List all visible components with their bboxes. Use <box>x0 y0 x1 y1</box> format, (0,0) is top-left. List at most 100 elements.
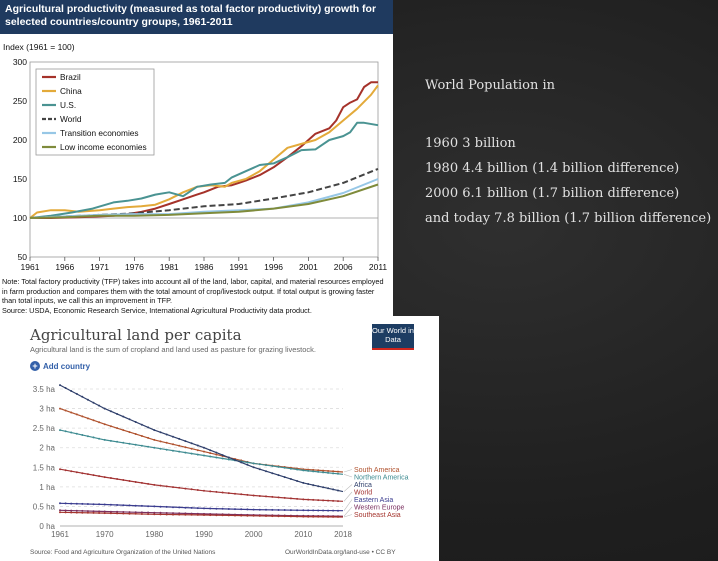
series-marker <box>159 511 162 514</box>
series-marker <box>64 509 67 512</box>
series-marker <box>147 511 150 514</box>
productivity-chart-plot: Index (1961 = 100) 50 100 150 200 250 300 1961 1… <box>3 42 387 272</box>
series-marker <box>332 515 335 518</box>
series-marker <box>215 507 218 510</box>
series-marker <box>109 439 112 442</box>
series-marker <box>172 512 174 515</box>
series-marker <box>153 513 156 516</box>
series-marker <box>128 511 131 514</box>
series-marker <box>337 500 339 503</box>
series-marker <box>98 503 101 506</box>
series-marker <box>227 456 230 459</box>
series-marker <box>203 446 205 449</box>
series-marker <box>178 486 181 489</box>
series-marker <box>246 463 249 466</box>
series-marker <box>116 512 119 515</box>
add-country-label: Add country <box>43 361 91 371</box>
series-marker <box>283 476 286 479</box>
series-marker <box>227 514 230 517</box>
series-marker <box>190 506 193 509</box>
series-marker <box>283 466 286 469</box>
series-marker <box>172 449 174 452</box>
population-line: and today 7.8 billion (1.7 billion diffe… <box>425 211 712 226</box>
series-marker <box>116 510 119 513</box>
y-tick-label: 1 ha <box>39 483 55 492</box>
series-marker <box>75 509 78 512</box>
x-tick-label: 1996 <box>264 262 283 272</box>
series-marker <box>209 452 212 455</box>
population-heading: World Population in <box>425 78 556 93</box>
series-marker <box>227 492 230 495</box>
y-tick-label: 300 <box>13 57 27 67</box>
series-marker <box>147 426 150 429</box>
series-marker <box>128 431 131 434</box>
series-label: South America <box>354 467 400 474</box>
series-marker <box>75 471 78 474</box>
series-marker <box>122 479 125 481</box>
series-marker <box>122 415 125 418</box>
series-label: Northern America <box>354 475 409 482</box>
series-marker <box>277 515 280 518</box>
series-marker <box>59 407 61 410</box>
series-line-world <box>59 468 344 502</box>
series-marker <box>332 509 335 512</box>
series-marker <box>215 451 218 454</box>
series-marker <box>103 510 106 513</box>
series-marker <box>59 468 61 471</box>
series-marker <box>109 503 112 506</box>
series-marker <box>165 441 168 444</box>
series-marker <box>184 451 187 454</box>
series-marker <box>178 437 181 440</box>
series-marker <box>196 489 199 491</box>
series-marker <box>221 491 224 494</box>
chart-title-bar: Agricultural productivity (measured as t… <box>0 0 393 34</box>
population-line: 2000 6.1 billion (1.7 billion difference… <box>425 186 680 201</box>
chart-title: Agricultural land per capita <box>30 326 242 344</box>
series-marker <box>59 511 61 514</box>
series-marker <box>59 429 61 432</box>
series-marker <box>215 490 218 493</box>
y-tick-label: 150 <box>13 174 27 184</box>
series-marker <box>70 502 73 505</box>
owid-logo[interactable]: Our World in Data <box>372 324 414 350</box>
series-label: Eastern Asia <box>354 497 393 504</box>
chart-subtitle: Agricultural land is the sum of cropland… <box>30 345 316 354</box>
series-marker <box>322 469 325 472</box>
series-marker <box>147 436 150 439</box>
series-marker <box>172 486 174 489</box>
series-marker <box>172 435 174 438</box>
series-marker <box>302 498 305 501</box>
x-tick-label: 1980 <box>145 530 163 539</box>
series-marker <box>159 447 162 450</box>
series-marker <box>265 470 267 473</box>
series-marker <box>103 503 106 506</box>
chart-credit-link[interactable]: OurWorldInData.org/land-use • CC BY <box>285 549 396 556</box>
series-marker <box>64 469 67 472</box>
series-marker <box>283 509 286 511</box>
series-marker <box>296 468 299 471</box>
series-marker <box>81 502 84 505</box>
series-marker <box>70 431 73 434</box>
series-marker <box>147 505 150 508</box>
series-marker <box>172 513 174 516</box>
source-text: Source: USDA, Economic Research Service,… <box>2 305 312 315</box>
series-marker <box>86 417 89 420</box>
y-tick-label: 2 ha <box>39 444 55 453</box>
series-marker <box>109 410 112 413</box>
series-marker <box>165 513 168 516</box>
series-marker <box>271 508 274 511</box>
series-marker <box>203 489 205 492</box>
series-marker <box>81 511 84 514</box>
series-marker <box>289 478 292 480</box>
add-country-button[interactable]: + Add country <box>30 361 90 371</box>
series-marker <box>140 423 143 426</box>
series-marker <box>153 438 156 441</box>
series-marker <box>203 507 205 510</box>
series-marker <box>122 511 125 513</box>
series-marker <box>81 395 84 398</box>
series-marker <box>271 515 274 518</box>
series-marker <box>277 474 280 477</box>
series-marker <box>322 486 325 489</box>
series-marker <box>332 472 335 475</box>
series-marker <box>307 515 310 518</box>
